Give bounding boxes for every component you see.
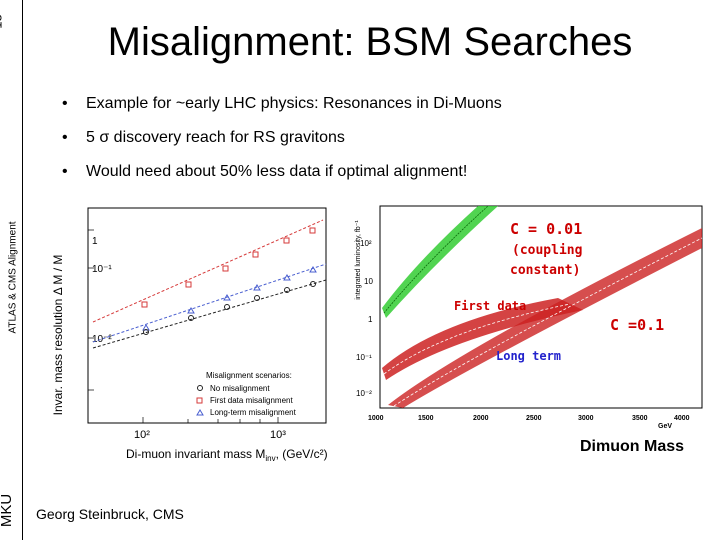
legend: Misalignment scenarios: No misalignment … <box>196 371 297 417</box>
slide-number: 13 <box>0 14 5 29</box>
x-tick-label: 4000 <box>674 415 690 422</box>
discovery-reach-plot: integrated luminosity, fb⁻¹ 10² 10 1 10⁻… <box>355 205 703 430</box>
mass-resolution-plot: Invar. mass resolution Δ M / M 1 10⁻¹ 10… <box>51 207 328 463</box>
fit-line <box>92 279 327 349</box>
legend-entry: First data misalignment <box>210 396 293 405</box>
data-point <box>141 301 148 308</box>
x-axis-label: Di-muon invariant mass Minv, (GeV/c²) <box>126 447 328 463</box>
data-point <box>310 281 316 287</box>
side-label: ATLAS & CMS Alignment <box>7 221 19 334</box>
band-long-term-line <box>393 237 703 407</box>
x-unit-label: GeV <box>658 423 672 430</box>
annotation-coupling-line2: constant) <box>510 263 580 278</box>
x-ticks: 1000 1500 2000 2500 3000 3500 4000 GeV <box>368 415 690 430</box>
legend-marker <box>197 385 203 391</box>
annotation-first-data: First data <box>454 299 526 313</box>
y-tick-label: 10² <box>360 239 372 248</box>
bullet-item: • 5 σ discovery reach for RS gravitons <box>62 129 345 146</box>
legend-entry: Long-term misalignment <box>210 408 297 417</box>
data-point <box>224 304 230 310</box>
y-tick-label: 10⁻¹ <box>92 264 112 275</box>
y-tick-label: 10⁻² <box>92 334 112 345</box>
annotation-c001: C = 0.01 <box>510 220 582 238</box>
data-point <box>283 274 291 281</box>
y-tick-label: 10⁻² <box>356 389 372 398</box>
fit-line <box>92 263 327 343</box>
y-tick-label: 1 <box>92 236 98 247</box>
x-tick-label: 2000 <box>473 415 489 422</box>
x-tick-label: 3000 <box>578 415 594 422</box>
data-point <box>254 295 260 301</box>
bullet-list: • Example for ~early LHC physics: Resonan… <box>62 92 702 194</box>
y-tick-label: 10⁻¹ <box>356 353 372 362</box>
data-point <box>309 266 317 273</box>
series-first-data <box>92 219 324 323</box>
band-c001 <box>382 206 498 318</box>
y-tick-label: 1 <box>368 315 373 324</box>
data-point <box>187 307 195 314</box>
legend-entry: No misalignment <box>210 384 270 393</box>
bullet-item: • Example for ~early LHC physics: Resonan… <box>62 95 502 112</box>
x-tick-label: 10² <box>134 429 150 441</box>
data-point <box>309 227 316 234</box>
data-point <box>223 294 231 301</box>
annotation-coupling-line1: (coupling <box>512 243 582 258</box>
y-tick-label: 10 <box>364 277 373 286</box>
left-divider <box>22 0 23 540</box>
x-tick-label: 10³ <box>270 429 286 441</box>
y-ticks: 10² 10 1 10⁻¹ 10⁻² <box>356 239 373 398</box>
data-point <box>252 251 259 258</box>
x-tick-label: 1500 <box>418 415 434 422</box>
data-point <box>188 315 194 321</box>
fit-line <box>92 219 324 323</box>
bullet-item: • Would need about 50% less data if optim… <box>62 163 468 180</box>
data-point <box>283 237 290 244</box>
annotation-c01: C =0.1 <box>610 316 664 334</box>
institution-label: MKU <box>0 493 16 528</box>
data-point <box>253 284 261 291</box>
x-tick-label: 2500 <box>526 415 542 422</box>
dimuon-mass-label: Dimuon Mass <box>580 438 685 455</box>
tick-marks <box>88 229 279 423</box>
band-c001-line <box>383 205 489 314</box>
band-first-data-line <box>383 303 571 375</box>
data-point <box>185 281 192 288</box>
data-point <box>143 329 149 335</box>
slide-title: Misalignment: BSM Searches <box>107 20 633 64</box>
y-axis-label: Invar. mass resolution Δ M / M <box>51 255 65 416</box>
series-long-term <box>92 263 327 343</box>
data-point <box>284 287 290 293</box>
plot-frame <box>379 205 703 409</box>
author-footer: Georg Steinbruck, CMS <box>36 506 184 522</box>
x-tick-label: 3500 <box>632 415 648 422</box>
series-no-misalignment <box>92 279 327 349</box>
band-long-term <box>388 228 702 408</box>
plot-frame <box>87 207 327 424</box>
data-point <box>222 265 229 272</box>
legend-marker <box>196 397 203 404</box>
legend-marker <box>196 409 204 416</box>
legend-title: Misalignment scenarios: <box>206 371 292 380</box>
x-tick-label: 1000 <box>368 415 384 422</box>
annotation-long-term: Long term <box>496 349 561 363</box>
y-axis-label: integrated luminosity, fb⁻¹ <box>355 220 362 300</box>
